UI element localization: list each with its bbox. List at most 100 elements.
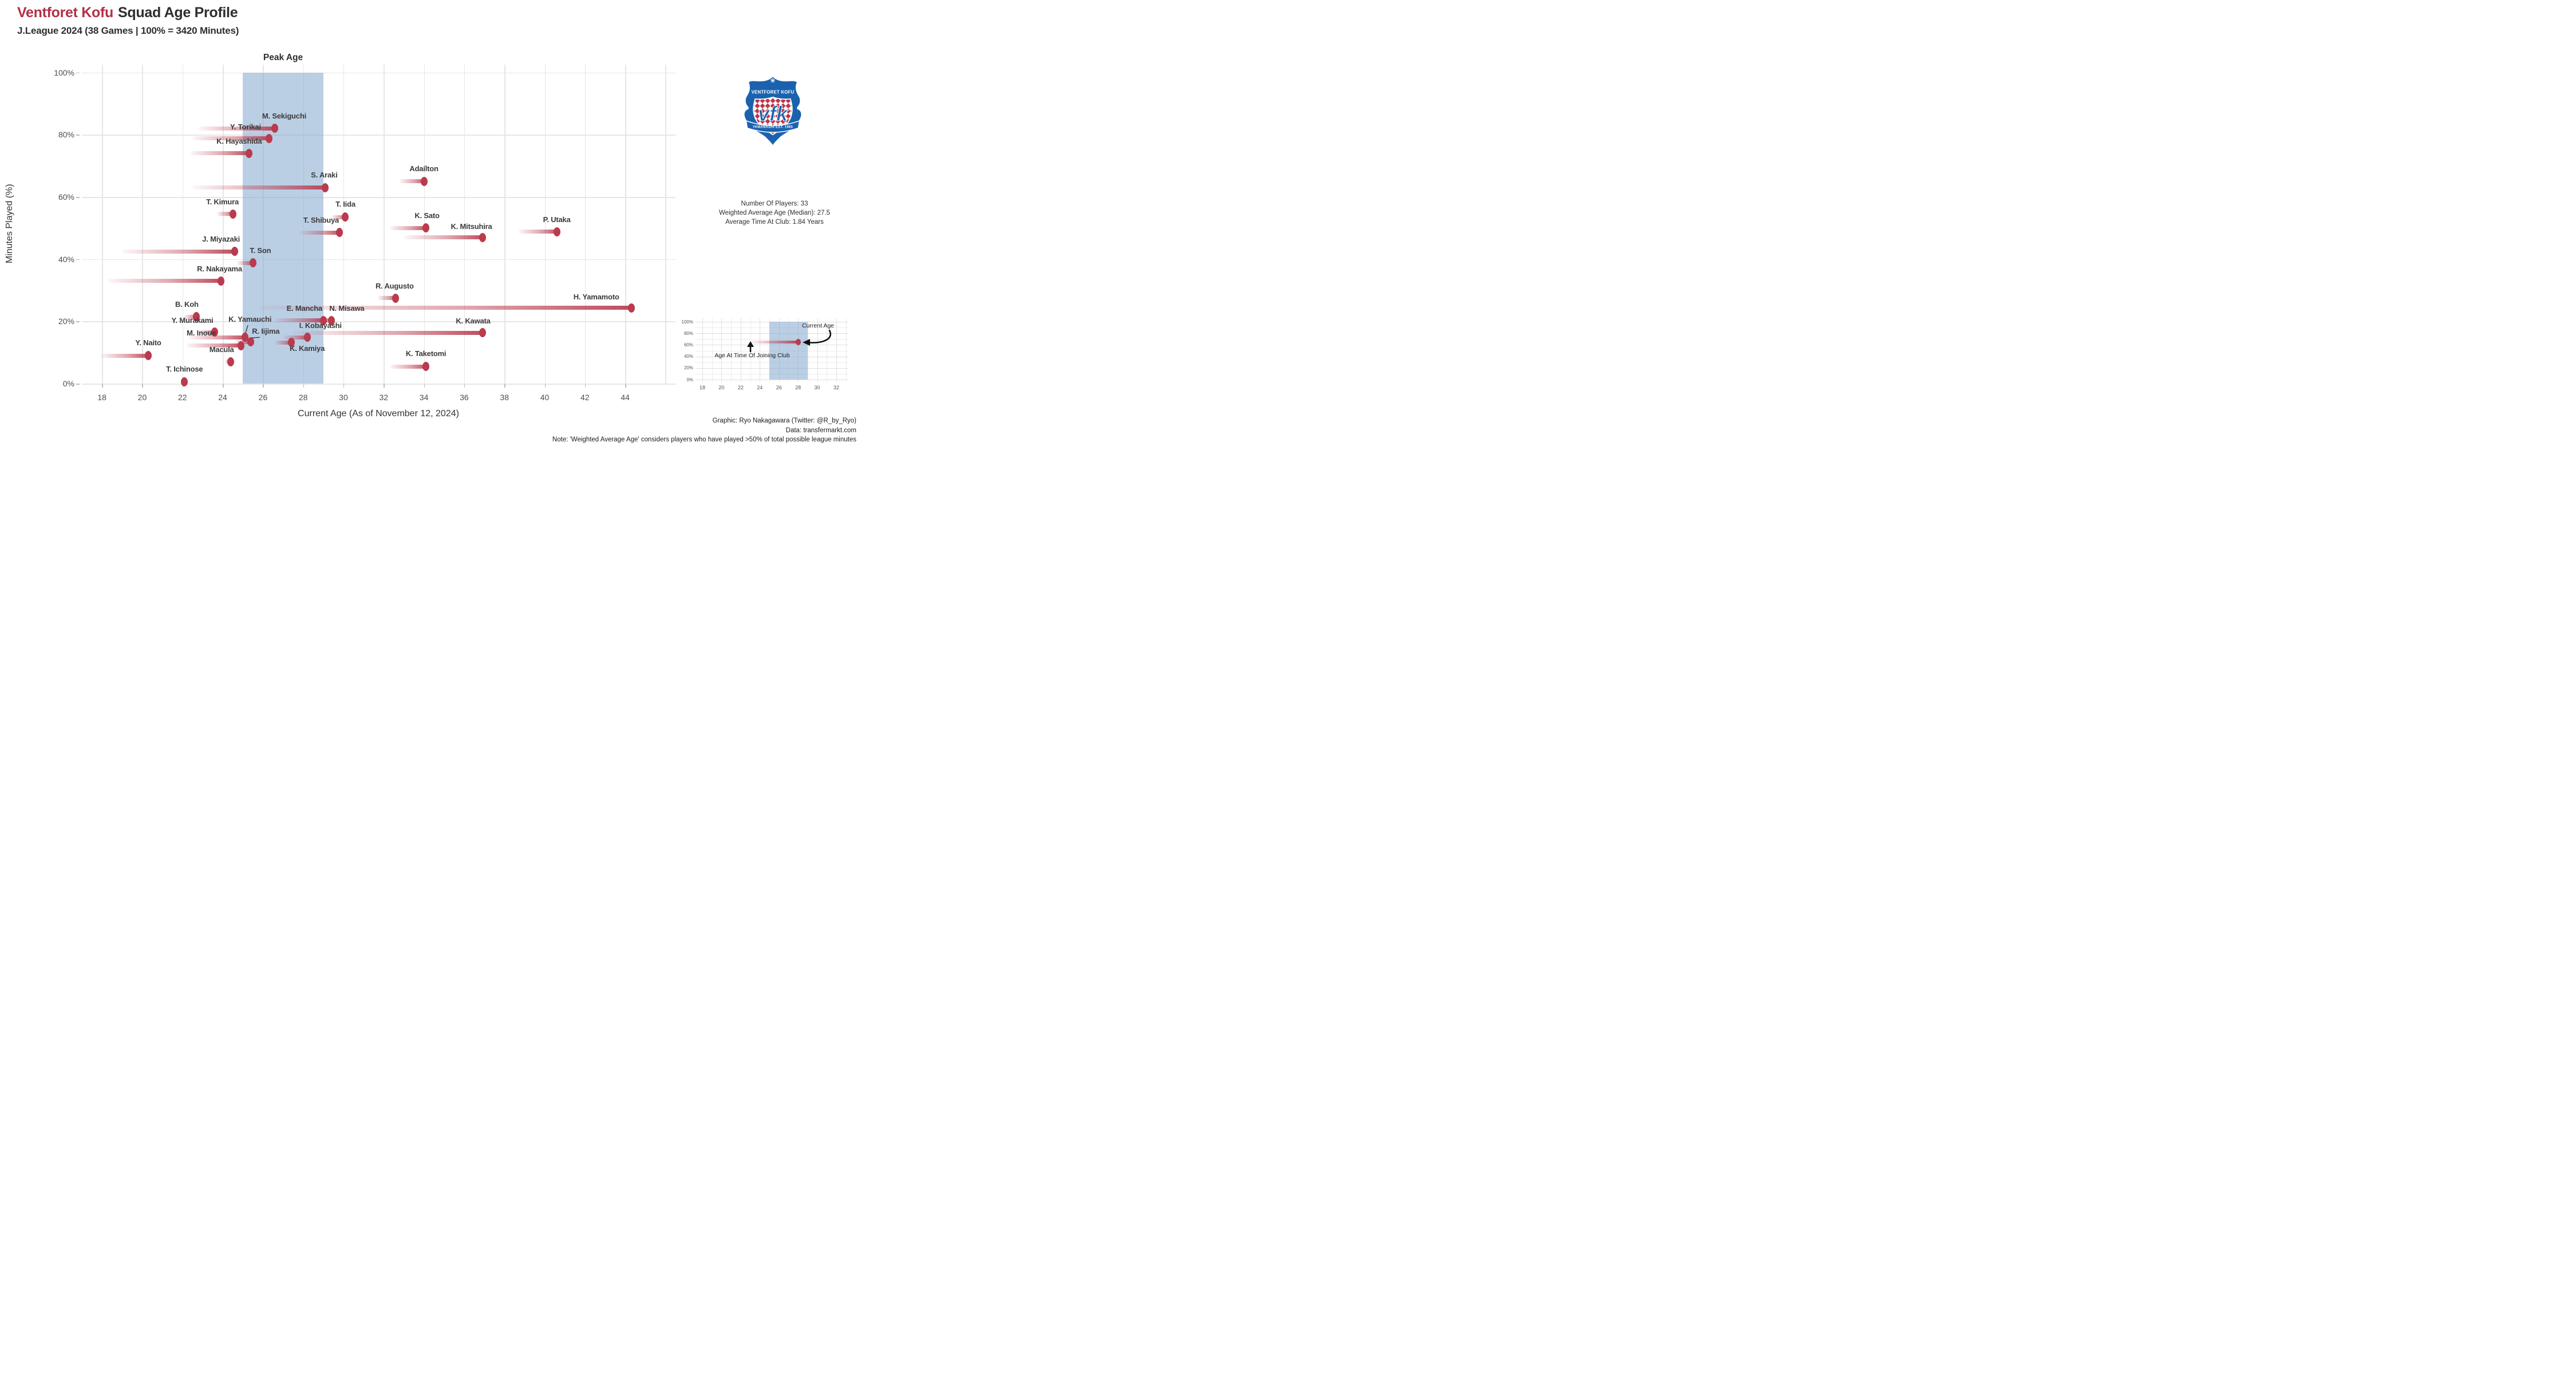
player-dot bbox=[249, 258, 256, 268]
player-dot bbox=[227, 357, 235, 366]
x-tick-label: 32 bbox=[379, 393, 389, 402]
v-gridline bbox=[665, 65, 666, 384]
player-dot bbox=[287, 338, 295, 348]
badge-ribbon bbox=[745, 120, 800, 133]
x-tick-label: 22 bbox=[177, 393, 187, 402]
x-tick-mark bbox=[464, 384, 465, 388]
badge-club-name: VENTFORET KOFU bbox=[752, 89, 795, 94]
inset-y-tick-label: 100% bbox=[681, 319, 693, 325]
player-dot bbox=[392, 293, 400, 303]
player-dot bbox=[247, 337, 255, 347]
x-tick-label: 24 bbox=[218, 393, 227, 402]
x-tick-mark bbox=[303, 384, 305, 388]
y-tick-mark bbox=[76, 384, 80, 385]
v-gridline bbox=[504, 65, 505, 384]
x-tick-label: 34 bbox=[419, 393, 429, 402]
v-gridline bbox=[142, 65, 143, 384]
x-tick-mark bbox=[584, 384, 586, 388]
player-tail bbox=[377, 296, 398, 301]
data-source-line: Data: transfermarkt.com bbox=[785, 427, 856, 434]
player-label: Y. Murakami bbox=[171, 316, 214, 325]
v-gridline bbox=[223, 65, 224, 384]
club-badge: ❀ VENTFORET KOFU vfk YAMANASHI EST. 1965 bbox=[742, 74, 803, 148]
x-tick-label: 18 bbox=[97, 393, 106, 402]
v-gridline bbox=[102, 65, 103, 384]
player-tail bbox=[188, 335, 247, 339]
y-tick-mark bbox=[76, 72, 80, 74]
player-tail bbox=[198, 126, 277, 131]
badge-initials: vfk bbox=[758, 102, 789, 125]
y-tick-mark bbox=[76, 321, 80, 322]
player-tail bbox=[400, 179, 426, 184]
player-label: I. Kobayashi bbox=[299, 321, 342, 330]
player-dot bbox=[422, 362, 430, 372]
inset-x-tick-label: 26 bbox=[776, 385, 782, 390]
player-label: T. Son bbox=[250, 246, 271, 255]
h-gridline bbox=[82, 259, 675, 260]
player-label: E. Mancha bbox=[286, 303, 323, 313]
squad-stats: Number Of Players: 33 Weighted Average A… bbox=[689, 199, 859, 227]
player-dot bbox=[265, 133, 272, 143]
x-tick-label: 26 bbox=[258, 393, 268, 402]
y-tick-label: 60% bbox=[58, 192, 74, 202]
player-tail bbox=[293, 330, 484, 335]
player-tail bbox=[331, 215, 347, 219]
player-label: Macula bbox=[209, 345, 234, 354]
v-gridline bbox=[544, 65, 546, 384]
stat-number-of-players: Number Of Players: 33 bbox=[741, 200, 808, 207]
x-tick-mark bbox=[223, 384, 224, 388]
club-badge-graphic: ❀ VENTFORET KOFU vfk YAMANASHI EST. 1965 bbox=[743, 74, 803, 148]
main-chart: Peak Age 18 20 22 24 26 28 30 32 34 36 38 40 42 44 0% 20… bbox=[0, 0, 859, 458]
peak-age-label: Peak Age bbox=[263, 53, 303, 62]
player-tail bbox=[216, 212, 235, 216]
player-dot bbox=[335, 228, 343, 238]
h-gridline bbox=[82, 197, 675, 198]
h-gridline bbox=[82, 72, 675, 74]
y-tick-label: 20% bbox=[58, 317, 74, 326]
credits-footer: Graphic: Ryo Nakagawara (Twitter: @R_by_… bbox=[227, 416, 856, 445]
inset-y-tick-label: 0% bbox=[686, 377, 693, 382]
player-tail bbox=[299, 230, 341, 235]
inset-x-tick-label: 18 bbox=[699, 385, 706, 390]
player-tail bbox=[236, 260, 255, 265]
x-tick-mark bbox=[625, 384, 626, 388]
credit-line: Graphic: Ryo Nakagawara (Twitter: @R_by_… bbox=[712, 417, 856, 424]
player-label: K. Yamauchi bbox=[228, 315, 272, 324]
h-gridline bbox=[82, 321, 675, 322]
inset-v-gridline bbox=[846, 318, 847, 382]
inset-current-age-label: Current Age bbox=[801, 322, 835, 329]
x-tick-mark bbox=[384, 384, 385, 388]
player-dot bbox=[241, 333, 248, 342]
x-tick-mark bbox=[263, 384, 264, 388]
player-tail bbox=[275, 340, 293, 345]
player-label: K. Kawata bbox=[456, 317, 491, 326]
page-title: Ventforet Kofu Squad Age Profile bbox=[17, 5, 238, 21]
stat-average-time-at-club: Average Time At Club: 1.84 Years bbox=[725, 219, 824, 226]
player-dot bbox=[479, 328, 486, 338]
inset-v-gridline bbox=[712, 318, 713, 382]
inset-y-tick-label: 40% bbox=[683, 354, 693, 360]
player-dot bbox=[211, 327, 218, 337]
player-label: T. Ichinose bbox=[166, 365, 203, 374]
player-label: K. Kamiya bbox=[290, 344, 325, 353]
player-label: Y. Naito bbox=[135, 338, 161, 348]
player-label: K. Hayashida bbox=[216, 136, 262, 145]
inset-v-gridline bbox=[702, 318, 703, 382]
player-label: J. Miyazaki bbox=[202, 235, 240, 244]
inset-y-tick-label: 20% bbox=[683, 365, 693, 371]
player-dot bbox=[229, 209, 236, 219]
player-dot bbox=[193, 312, 200, 322]
inset-v-gridline bbox=[721, 318, 722, 382]
y-tick-label: 80% bbox=[58, 130, 74, 140]
player-tail bbox=[317, 318, 333, 323]
player-label: N. Misawa bbox=[329, 303, 365, 313]
player-label: M. Sekiguchi bbox=[262, 112, 306, 121]
x-tick-label: 44 bbox=[621, 393, 630, 402]
player-tail bbox=[283, 335, 309, 339]
player-dot bbox=[342, 212, 349, 222]
player-label: Y. Torikai bbox=[230, 122, 261, 131]
player-tail bbox=[518, 230, 559, 234]
inset-x-tick-label: 28 bbox=[795, 385, 801, 390]
x-tick-label: 20 bbox=[137, 393, 147, 402]
x-tick-mark bbox=[544, 384, 546, 388]
